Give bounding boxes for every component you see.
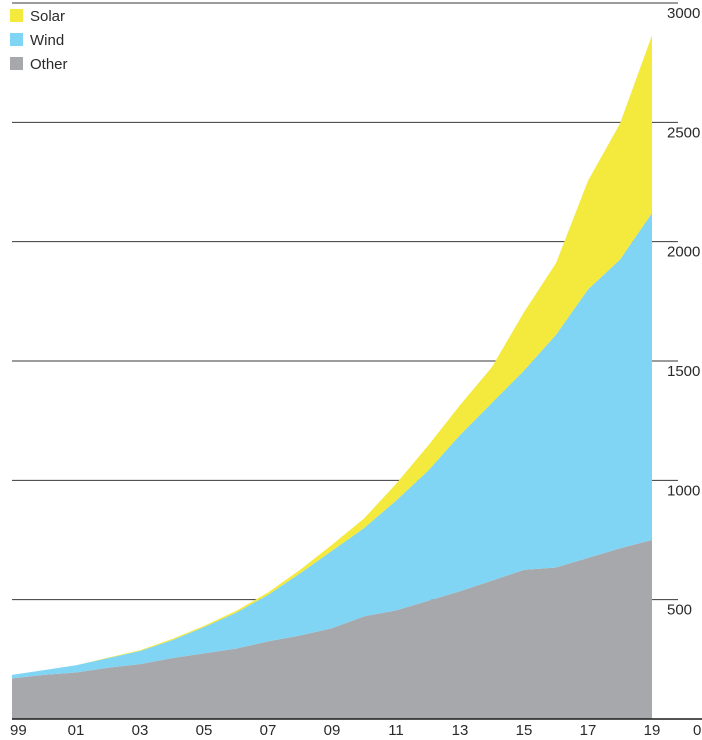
x-tick-label-15: 15 [516, 722, 533, 739]
y-tick-label-2500: 2500 [667, 124, 700, 141]
legend-swatch-wind [10, 33, 23, 46]
area-solar [12, 35, 652, 675]
x-tick-label-13: 13 [452, 722, 469, 739]
legend-label-wind: Wind [30, 32, 64, 49]
x-tick-label-19: 19 [644, 722, 661, 739]
x-tick-label-17: 17 [580, 722, 597, 739]
legend-label-solar: Solar [30, 8, 65, 25]
y-tick-label-1500: 1500 [667, 363, 700, 380]
y-tick-label-0: 0 [693, 722, 701, 739]
x-tick-label-99: 99 [10, 722, 27, 739]
y-tick-label-2000: 2000 [667, 244, 700, 261]
legend-swatch-other [10, 57, 23, 70]
y-tick-label-500: 500 [667, 602, 692, 619]
x-tick-label-01: 01 [68, 722, 85, 739]
x-tick-label-11: 11 [388, 722, 404, 739]
area-other [12, 540, 652, 719]
y-axis-ticks: 0 500 1000 1500 2000 2500 3000 [667, 5, 701, 739]
x-tick-label-09: 09 [324, 722, 341, 739]
area-series [12, 35, 652, 719]
x-tick-label-05: 05 [196, 722, 213, 739]
legend-swatch-solar [10, 9, 23, 22]
area-wind [12, 213, 652, 679]
y-tick-label-3000: 3000 [667, 5, 700, 22]
x-axis-ticks: 99 01 03 05 07 09 11 13 15 17 19 [10, 722, 660, 739]
legend: Solar Wind Other [10, 8, 68, 73]
legend-label-other: Other [30, 56, 68, 73]
x-tick-label-03: 03 [132, 722, 149, 739]
x-tick-label-07: 07 [260, 722, 277, 739]
y-tick-label-1000: 1000 [667, 482, 700, 499]
